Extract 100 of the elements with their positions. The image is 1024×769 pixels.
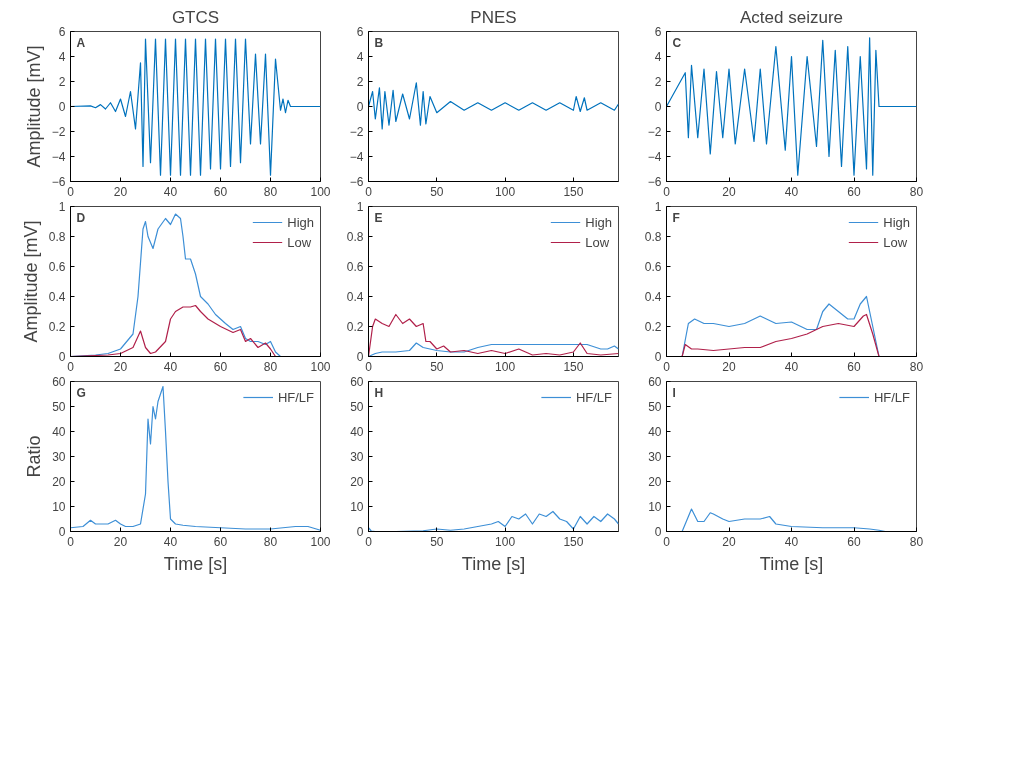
x-tick-label: 150 — [563, 359, 584, 374]
x-tick-label: 20 — [113, 359, 128, 374]
y-tick-label: 40 — [52, 425, 66, 439]
y-tick-label: 0 — [356, 350, 364, 364]
y-tick-label: 20 — [648, 475, 662, 489]
y-tick-label: 20 — [52, 475, 66, 489]
y-axis-title: Amplitude [mV] — [23, 45, 44, 168]
y-tick-label: −6 — [51, 175, 66, 189]
y-tick-label: 40 — [350, 425, 364, 439]
annotation: E — [374, 210, 383, 225]
x-tick-label: 40 — [784, 534, 799, 549]
y-tick-label: 0.2 — [644, 320, 662, 334]
x-axis-title: Time [s] — [461, 553, 526, 574]
y-tick-label: 2 — [654, 75, 662, 89]
legend-label: HF/LF — [277, 389, 314, 405]
y-tick-label: 1 — [356, 200, 364, 214]
x-tick-label: 150 — [563, 534, 584, 549]
x-tick-label: 80 — [909, 184, 924, 199]
y-tick-label: 0.6 — [48, 260, 66, 274]
y-tick-label: 10 — [350, 500, 364, 514]
y-tick-label: 6 — [654, 25, 662, 39]
y-tick-label: 0.4 — [346, 290, 364, 304]
x-tick-label: 20 — [722, 359, 736, 374]
x-tick-label: 100 — [310, 184, 331, 199]
annotation: A — [76, 35, 86, 50]
line-series — [368, 82, 619, 130]
x-tick-label: 100 — [495, 184, 516, 199]
x-tick-label: 60 — [213, 184, 228, 199]
legend-label: Low — [883, 234, 908, 250]
annotation: I — [672, 385, 676, 400]
x-tick-label: 80 — [263, 184, 278, 199]
x-tick-label: 50 — [430, 534, 444, 549]
y-tick-label: −6 — [647, 175, 662, 189]
x-tick-label: 100 — [495, 534, 516, 549]
annotation: G — [76, 385, 86, 400]
y-tick-label: 0.8 — [48, 230, 66, 244]
x-tick-label: 40 — [163, 184, 178, 199]
y-tick-label: 50 — [350, 400, 364, 414]
legend-label: Low — [287, 234, 312, 250]
y-tick-label: 0 — [356, 100, 364, 114]
y-tick-label: 4 — [654, 50, 662, 64]
x-axis-title: Time [s] — [163, 553, 228, 574]
y-tick-label: 0.2 — [346, 320, 364, 334]
x-tick-label: 80 — [909, 359, 924, 374]
y-tick-label: 6 — [58, 25, 66, 39]
chart-title: GTCS — [171, 7, 220, 27]
y-tick-label: 0.4 — [644, 290, 662, 304]
line-series — [666, 37, 917, 176]
y-tick-label: 40 — [648, 425, 662, 439]
y-tick-label: −4 — [51, 150, 66, 164]
y-tick-label: 60 — [648, 375, 662, 389]
line-series — [70, 385, 321, 531]
y-tick-label: 60 — [350, 375, 364, 389]
annotation: D — [76, 210, 86, 225]
y-tick-label: −4 — [647, 150, 662, 164]
x-tick-label: 80 — [263, 359, 278, 374]
y-tick-label: 10 — [52, 500, 66, 514]
y-tick-label: 0.8 — [644, 230, 662, 244]
x-tick-label: 20 — [113, 184, 128, 199]
y-axis-title: Ratio — [24, 435, 45, 478]
y-tick-label: 30 — [52, 450, 66, 464]
annotation: B — [374, 35, 384, 50]
y-axis-title: Amplitude [mV] — [20, 220, 41, 343]
x-tick-label: 100 — [495, 359, 516, 374]
x-axis-title: Time [s] — [759, 553, 824, 574]
legend-label: High — [585, 214, 612, 230]
y-tick-label: 4 — [58, 50, 66, 64]
x-tick-label: 60 — [847, 534, 861, 549]
chart-title: PNES — [470, 7, 517, 27]
y-tick-label: 50 — [648, 400, 662, 414]
y-tick-label: 0.8 — [346, 230, 364, 244]
legend-label: Low — [585, 234, 610, 250]
y-tick-label: 10 — [648, 500, 662, 514]
x-tick-label: 50 — [430, 359, 444, 374]
y-tick-label: 0 — [654, 525, 662, 539]
y-tick-label: 0 — [58, 100, 66, 114]
y-tick-label: 0.4 — [48, 290, 66, 304]
y-tick-label: 30 — [350, 450, 364, 464]
legend-label: HF/LF — [873, 389, 910, 405]
y-tick-label: −2 — [349, 125, 364, 139]
x-tick-label: 40 — [163, 534, 178, 549]
y-tick-label: 1 — [654, 200, 662, 214]
x-tick-label: 60 — [213, 534, 228, 549]
x-tick-label: 20 — [113, 534, 128, 549]
y-tick-label: 0.6 — [346, 260, 364, 274]
y-tick-label: 20 — [350, 475, 364, 489]
chart-title: Acted seizure — [740, 7, 843, 27]
legend-label: High — [287, 214, 314, 230]
x-tick-label: 20 — [722, 184, 736, 199]
x-tick-label: 100 — [310, 534, 331, 549]
y-tick-label: 1 — [58, 200, 66, 214]
x-tick-label: 100 — [310, 359, 331, 374]
x-tick-label: 60 — [847, 359, 861, 374]
y-tick-label: 4 — [356, 50, 364, 64]
x-tick-label: 40 — [163, 359, 178, 374]
x-tick-label: 40 — [784, 359, 799, 374]
y-tick-label: 0 — [356, 525, 364, 539]
x-tick-label: 60 — [213, 359, 228, 374]
y-tick-label: 0 — [654, 350, 662, 364]
y-tick-label: 50 — [52, 400, 66, 414]
